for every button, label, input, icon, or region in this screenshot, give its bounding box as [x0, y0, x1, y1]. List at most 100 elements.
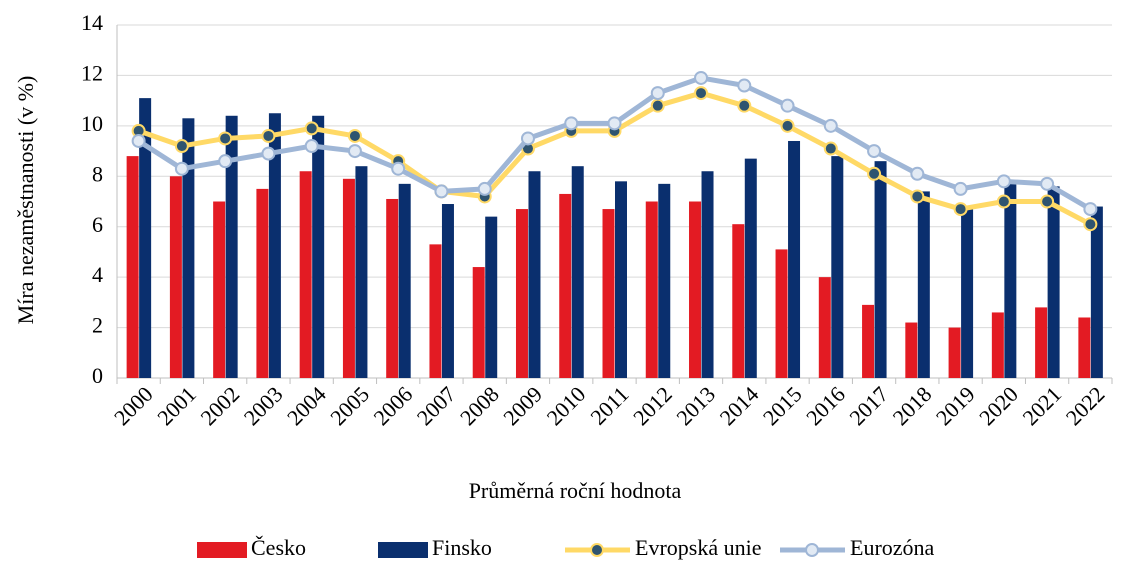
bar: [182, 118, 195, 379]
bar: [528, 171, 541, 378]
bar: [948, 327, 961, 378]
x-tick-label: 2011: [585, 381, 633, 429]
marker: [261, 146, 276, 161]
bar: [615, 181, 627, 378]
y-tick-label: 14: [81, 10, 103, 35]
marker: [347, 144, 362, 159]
marker: [780, 98, 795, 113]
marker: [910, 166, 925, 181]
bar: [602, 209, 615, 378]
bar: [386, 198, 399, 378]
y-tick-label: 8: [92, 161, 103, 186]
marker: [1040, 176, 1055, 191]
marker: [737, 78, 752, 93]
x-tick-label: 2016: [801, 381, 850, 430]
marker: [261, 128, 276, 143]
bar: [961, 209, 974, 378]
marker: [650, 86, 665, 101]
x-tick-label: 2000: [109, 381, 158, 430]
bar: [515, 209, 528, 378]
bar: [1035, 307, 1048, 378]
marker: [694, 86, 709, 101]
marker: [737, 98, 752, 113]
bar: [689, 201, 702, 378]
marker: [1083, 217, 1098, 232]
x-tick-label: 2021: [1017, 381, 1066, 430]
x-tick-label: 2007: [412, 381, 461, 430]
marker: [996, 174, 1011, 189]
bar: [441, 204, 454, 378]
bar: [831, 156, 844, 378]
marker: [434, 184, 449, 199]
y-tick-label: 10: [81, 111, 103, 136]
marker: [867, 166, 882, 181]
x-tick-label: 2020: [974, 381, 1023, 430]
bar: [701, 171, 714, 378]
legend-label: Česko: [251, 535, 306, 560]
line: [137, 90, 1092, 227]
bar: [213, 201, 226, 378]
bar: [917, 191, 930, 378]
marker: [823, 118, 838, 133]
y-axis-title: Míra nezaměstnanosti (v %): [13, 76, 38, 325]
bar: [429, 244, 442, 378]
marker: [174, 161, 189, 176]
bar: [744, 158, 757, 378]
bar: [571, 166, 584, 378]
legend-label: Eurozóna: [850, 535, 935, 560]
bar: [169, 176, 182, 378]
x-tick-label: 2006: [369, 381, 418, 430]
legend-label: Evropská unie: [635, 535, 761, 560]
marker: [953, 181, 968, 196]
y-tick-label: 0: [92, 363, 103, 388]
x-tick-label: 2015: [758, 381, 807, 430]
bar: [299, 171, 312, 378]
bar: [991, 312, 1004, 378]
y-tick-label: 12: [81, 60, 103, 85]
bar: [645, 201, 658, 378]
x-tick-label: 2010: [542, 381, 591, 430]
bar: [126, 156, 139, 378]
bar: [1004, 181, 1017, 378]
x-tick-label: 2012: [628, 381, 677, 430]
legend-swatch: [378, 542, 428, 558]
marker: [520, 131, 535, 146]
bar: [1047, 186, 1060, 378]
bar: [732, 224, 745, 378]
x-tick-label: 2014: [715, 381, 764, 430]
bar: [874, 161, 887, 378]
marker: [131, 133, 146, 148]
bar: [818, 277, 831, 378]
marker: [694, 70, 709, 85]
bar: [139, 98, 152, 378]
legend-swatch: [805, 543, 819, 557]
bar: [905, 322, 918, 378]
marker: [304, 139, 319, 154]
bar: [472, 267, 485, 378]
marker: [174, 139, 189, 154]
legend-swatch: [590, 543, 604, 557]
bar: [862, 304, 875, 378]
bar: [312, 115, 325, 379]
marker: [910, 189, 925, 204]
x-tick-label: 2001: [152, 381, 201, 430]
bar: [342, 178, 355, 378]
x-tick-label: 2005: [325, 381, 374, 430]
bar: [788, 140, 801, 378]
bar: [355, 166, 368, 378]
x-tick-label: 2002: [195, 381, 244, 430]
bar: [225, 115, 238, 379]
x-tick-label: 2009: [498, 381, 547, 430]
bar: [1078, 317, 1091, 378]
bar: [1090, 206, 1103, 378]
y-tick-label: 6: [92, 212, 103, 237]
marker: [347, 128, 362, 143]
marker: [607, 116, 622, 131]
bar: [775, 249, 788, 378]
marker: [564, 116, 579, 131]
marker: [953, 202, 968, 217]
x-tick-label: 2008: [455, 381, 504, 430]
legend-label: Finsko: [432, 535, 492, 560]
y-tick-label: 4: [92, 262, 103, 287]
